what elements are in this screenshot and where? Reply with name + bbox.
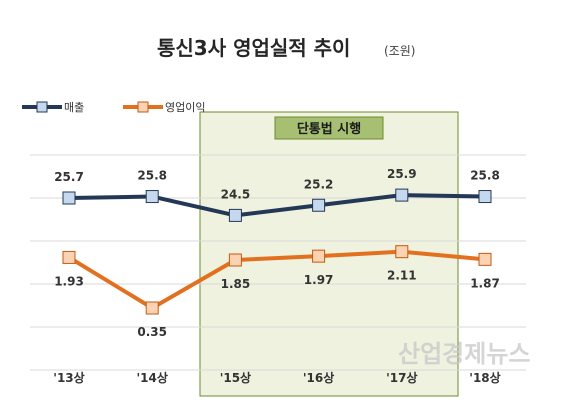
revenue-value-label: 25.2 <box>304 177 334 191</box>
series-profit: 1.93 0.35 1.85 1.97 2.11 1.87 <box>54 245 500 339</box>
x-tick-label: '15상 <box>220 370 251 385</box>
chart-unit: (조원) <box>384 44 415 58</box>
revenue-value-label: 25.9 <box>387 167 417 181</box>
revenue-value-label: 25.7 <box>54 170 84 184</box>
x-tick-label: '14상 <box>136 370 167 385</box>
revenue-marker <box>395 188 409 202</box>
revenue-marker <box>145 190 159 204</box>
revenue-value-label: 24.5 <box>221 187 251 201</box>
profit-marker <box>312 249 326 263</box>
profit-value-label: 1.87 <box>470 276 500 290</box>
x-axis-ticks: '13상 '14상 '15상 '16상 '17상 '18상 <box>53 370 500 385</box>
profit-marker <box>228 253 242 267</box>
profit-marker <box>395 245 409 259</box>
revenue-value-label: 25.8 <box>470 169 500 183</box>
legend-revenue-marker <box>36 101 48 113</box>
revenue-line <box>68 193 486 218</box>
legend-revenue-label: 매출 <box>64 101 84 114</box>
revenue-marker <box>228 208 242 222</box>
revenue-value-label: 25.8 <box>137 169 167 183</box>
revenue-marker <box>62 191 76 205</box>
profit-value-label: 0.35 <box>137 325 167 339</box>
legend-profit-label: 영업이익 <box>165 101 205 114</box>
profit-marker <box>478 252 492 266</box>
legend-profit-marker <box>137 101 149 113</box>
x-tick-label: '16상 <box>303 370 334 385</box>
chart-title: 통신3사 영업실적 추이 <box>157 36 350 60</box>
policy-label: 단통법 시행 <box>297 121 361 137</box>
profit-marker <box>62 250 76 264</box>
profit-line <box>67 249 486 310</box>
x-tick-label: '17상 <box>386 370 417 385</box>
x-tick-label: '13상 <box>53 370 84 385</box>
revenue-marker <box>478 190 492 204</box>
series-revenue: 25.7 25.8 24.5 25.2 25.9 25.8 <box>54 167 500 222</box>
revenue-marker <box>312 198 326 212</box>
profit-marker <box>145 301 159 315</box>
profit-value-label: 1.85 <box>221 277 251 291</box>
profit-value-label: 1.93 <box>54 274 84 288</box>
x-tick-label: '18상 <box>469 370 500 385</box>
legend: 매출 영업이익 <box>22 101 205 114</box>
watermark: 산업경제뉴스 <box>398 340 530 368</box>
profit-value-label: 1.97 <box>304 273 334 287</box>
profit-value-label: 2.11 <box>387 269 417 283</box>
policy-label-bg <box>274 116 384 140</box>
